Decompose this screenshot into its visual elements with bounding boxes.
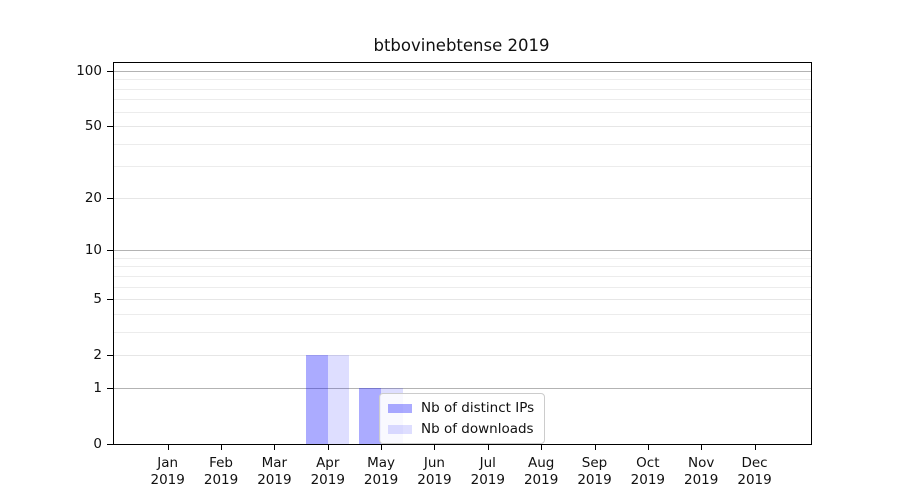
y-axis-tick bbox=[107, 387, 113, 389]
gridline-minor bbox=[114, 331, 811, 333]
x-tick-label: Jun 2019 bbox=[417, 455, 452, 488]
x-tick-label: Nov 2019 bbox=[684, 455, 719, 488]
gridline-minor bbox=[114, 99, 811, 101]
y-axis-tick bbox=[107, 126, 113, 128]
gridline-major bbox=[114, 70, 811, 72]
x-axis-tick bbox=[487, 445, 489, 450]
x-axis-tick bbox=[274, 445, 276, 450]
x-tick-label: Mar 2019 bbox=[257, 455, 292, 488]
legend-label: Nb of downloads bbox=[421, 421, 534, 437]
bar-distinct-ips bbox=[306, 355, 328, 444]
x-axis-tick bbox=[221, 445, 223, 450]
legend-item: Nb of distinct IPs bbox=[388, 399, 534, 417]
gridline-minor bbox=[114, 266, 811, 268]
y-tick-label: 20 bbox=[84, 189, 102, 206]
y-tick-label: 100 bbox=[76, 62, 102, 79]
y-axis-tick bbox=[107, 70, 113, 72]
y-axis-tick bbox=[107, 355, 113, 357]
x-axis-tick bbox=[754, 445, 756, 450]
y-tick-label: 2 bbox=[93, 347, 102, 364]
y-axis-tick bbox=[107, 444, 113, 445]
x-tick-label: Jan 2019 bbox=[150, 455, 185, 488]
legend: Nb of distinct IPs Nb of downloads bbox=[379, 393, 546, 444]
gridline-labeled bbox=[114, 126, 811, 128]
x-axis-tick bbox=[167, 445, 169, 450]
gridline-minor bbox=[114, 286, 811, 288]
gridline-minor bbox=[114, 143, 811, 145]
y-tick-label: 10 bbox=[84, 242, 102, 259]
x-axis-tick bbox=[327, 445, 329, 450]
y-axis-tick bbox=[107, 299, 113, 301]
x-axis-tick bbox=[701, 445, 703, 450]
bar-downloads bbox=[327, 355, 350, 444]
y-tick-label: 1 bbox=[93, 379, 102, 396]
gridline-labeled bbox=[114, 355, 811, 357]
gridline-major bbox=[114, 387, 811, 389]
gridline-minor bbox=[114, 257, 811, 259]
y-tick-label: 50 bbox=[84, 118, 102, 135]
x-axis-tick bbox=[594, 445, 596, 450]
legend-item: Nb of downloads bbox=[388, 420, 534, 438]
legend-swatch-icon bbox=[388, 403, 412, 413]
x-tick-label: Feb 2019 bbox=[203, 455, 239, 488]
chart-title: btbovinebtense 2019 bbox=[373, 36, 550, 55]
plot-area: 0 1 2 5 10 20 50 100 Jan 2019 Feb 2019 Mar 2019 Apr… bbox=[76, 62, 812, 488]
legend-label: Nb of distinct IPs bbox=[421, 400, 535, 416]
gridline-minor bbox=[114, 313, 811, 315]
x-tick-label: Sep 2019 bbox=[577, 455, 612, 488]
gridline-minor bbox=[114, 111, 811, 113]
x-tick-label: Aug 2019 bbox=[523, 455, 559, 488]
x-tick-label: Apr 2019 bbox=[310, 455, 345, 488]
y-tick-label: 0 bbox=[93, 436, 102, 452]
x-tick-label: Jul 2019 bbox=[470, 455, 505, 488]
bar-distinct-ips bbox=[359, 387, 382, 444]
x-tick-label: Oct 2019 bbox=[630, 455, 666, 488]
x-axis-tick bbox=[541, 445, 543, 450]
gridline-minor bbox=[114, 166, 811, 168]
x-tick-label: May 2019 bbox=[363, 455, 399, 488]
gridline-minor bbox=[114, 275, 811, 277]
gridline-labeled bbox=[114, 197, 811, 199]
y-tick-label: 5 bbox=[93, 291, 102, 308]
gridline-minor bbox=[114, 88, 811, 90]
y-axis-tick bbox=[107, 197, 113, 199]
gridline-labeled bbox=[114, 299, 811, 301]
gridline-minor bbox=[114, 79, 811, 81]
y-axis-tick bbox=[107, 250, 113, 252]
gridline-major bbox=[114, 250, 811, 252]
x-axis-tick bbox=[381, 445, 383, 450]
x-axis-tick bbox=[434, 445, 436, 450]
x-tick-label: Dec 2019 bbox=[737, 455, 772, 488]
legend-swatch-icon bbox=[388, 424, 412, 434]
x-axis-tick bbox=[647, 445, 649, 450]
